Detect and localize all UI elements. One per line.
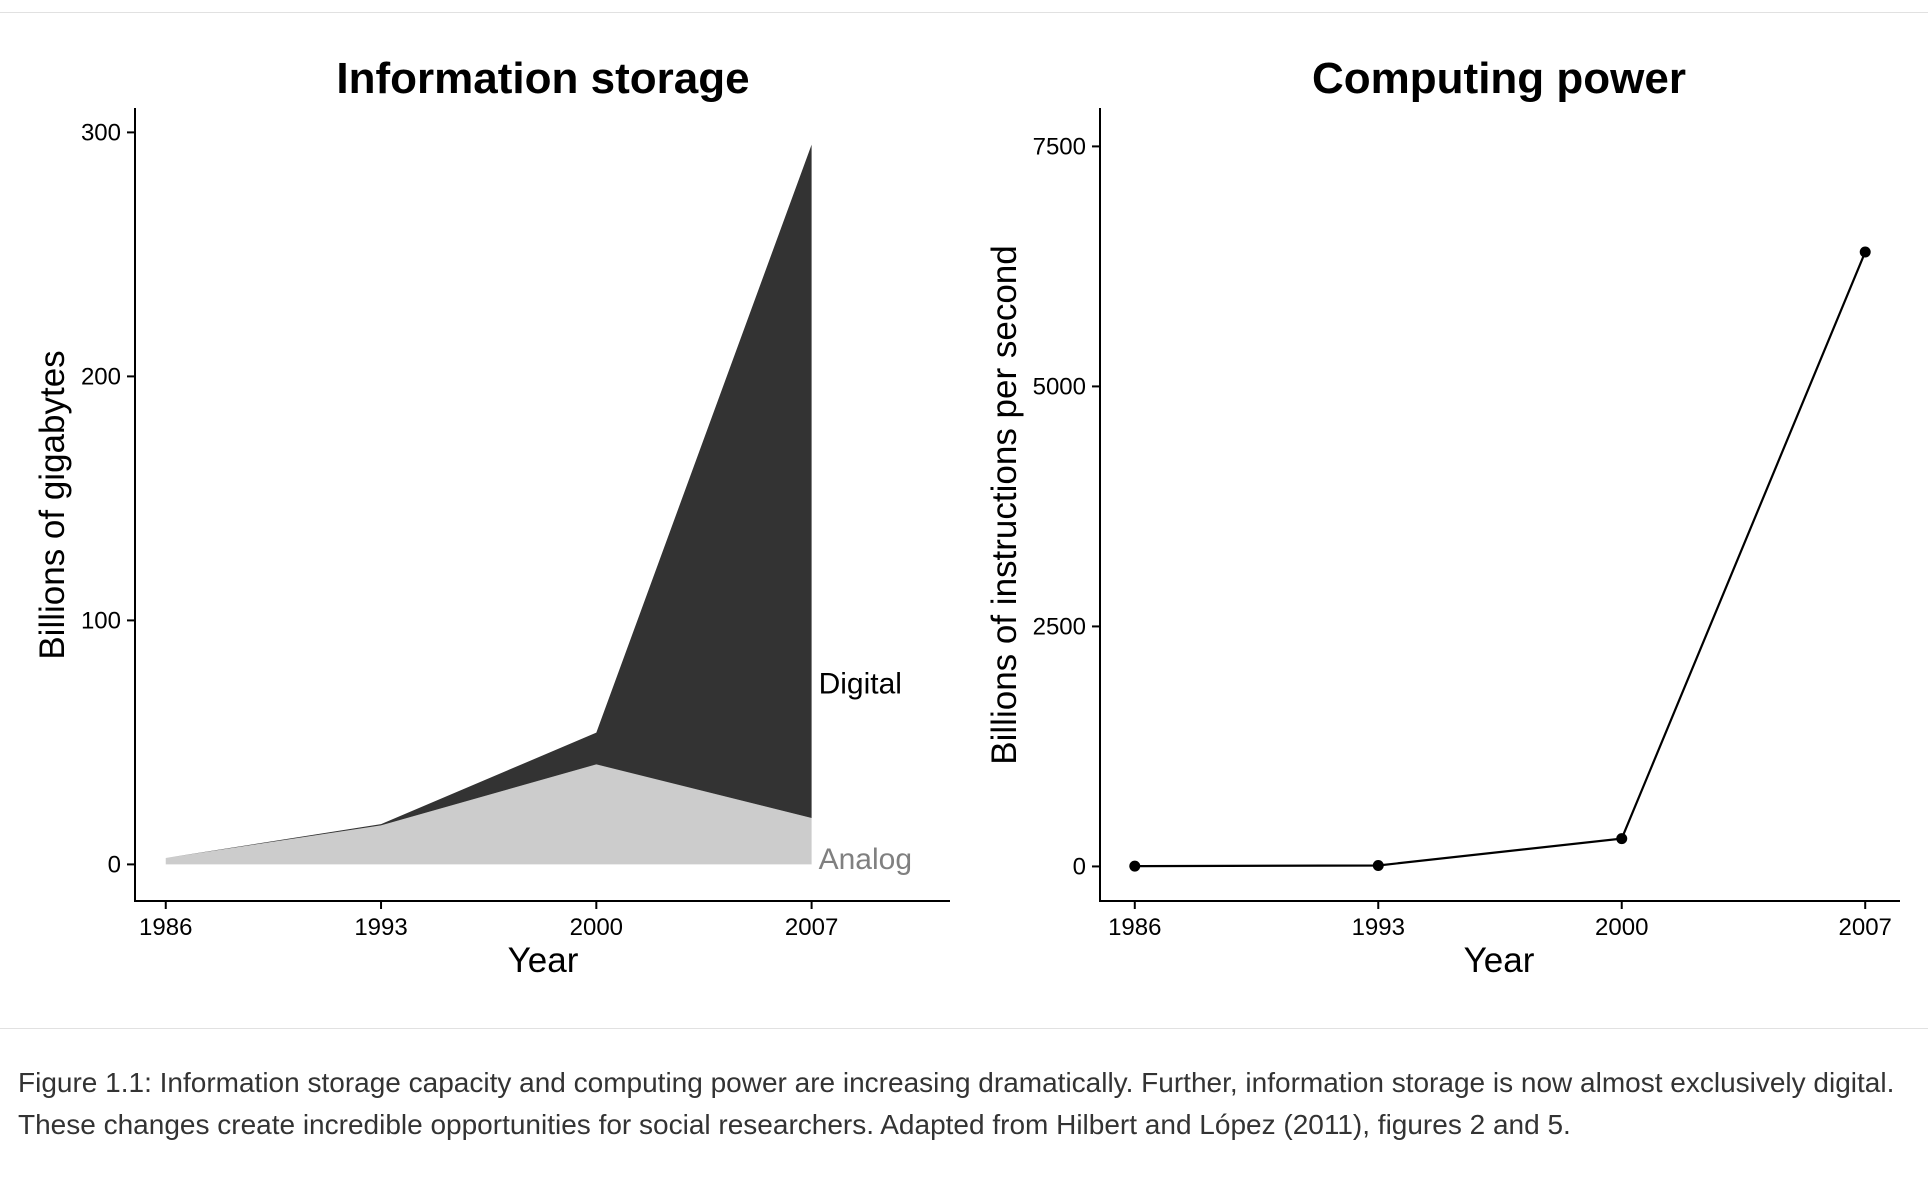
data-point-1986 — [1129, 860, 1141, 872]
y-tick-label: 200 — [81, 363, 121, 390]
y-tick-label: 7500 — [1033, 133, 1086, 160]
y-tick-label: 2500 — [1033, 613, 1086, 640]
y-tick-label: 300 — [81, 119, 121, 146]
y-tick-label: 100 — [81, 607, 121, 634]
figure: Information storage Billions of gigabyte… — [33, 54, 1900, 980]
y-tick-label: 0 — [1073, 853, 1086, 880]
figure-caption: Figure 1.1: Information storage capacity… — [18, 1067, 1895, 1140]
series-label-digital: Digital — [819, 667, 902, 700]
x-tick-label: 2007 — [1839, 914, 1892, 941]
information-storage-chart: Information storage Billions of gigabyte… — [33, 54, 950, 980]
x-axis-label: Year — [1464, 941, 1535, 980]
x-tick-label: 1986 — [1108, 914, 1161, 941]
data-point-2007 — [1859, 246, 1871, 258]
y-axis-label: Billions of instructions per second — [985, 245, 1024, 764]
y-axis-label: Billions of gigabytes — [33, 350, 72, 659]
series-label-analog: Analog — [819, 843, 912, 876]
x-tick-label: 2000 — [1595, 914, 1648, 941]
x-tick-label: 1993 — [1352, 914, 1405, 941]
x-axis-label: Year — [508, 941, 579, 980]
caption-divider — [0, 1028, 1928, 1029]
y-tick-label: 0 — [108, 851, 121, 878]
data-point-1993 — [1372, 859, 1384, 871]
y-tick-label: 5000 — [1033, 373, 1086, 400]
data-point-2000 — [1616, 833, 1628, 845]
area-analog — [165, 764, 812, 865]
x-tick-label: 2007 — [785, 914, 838, 941]
computing-power-chart: Computing power Billions of instructions… — [985, 54, 1900, 980]
chart-title: Information storage — [336, 54, 749, 103]
x-tick-label: 2000 — [570, 914, 623, 941]
x-tick-label: 1993 — [354, 914, 407, 941]
chart-title: Computing power — [1312, 54, 1686, 103]
x-tick-label: 1986 — [139, 914, 192, 941]
series-line — [1134, 251, 1867, 868]
top-divider — [0, 12, 1928, 13]
area-digital — [165, 144, 812, 859]
